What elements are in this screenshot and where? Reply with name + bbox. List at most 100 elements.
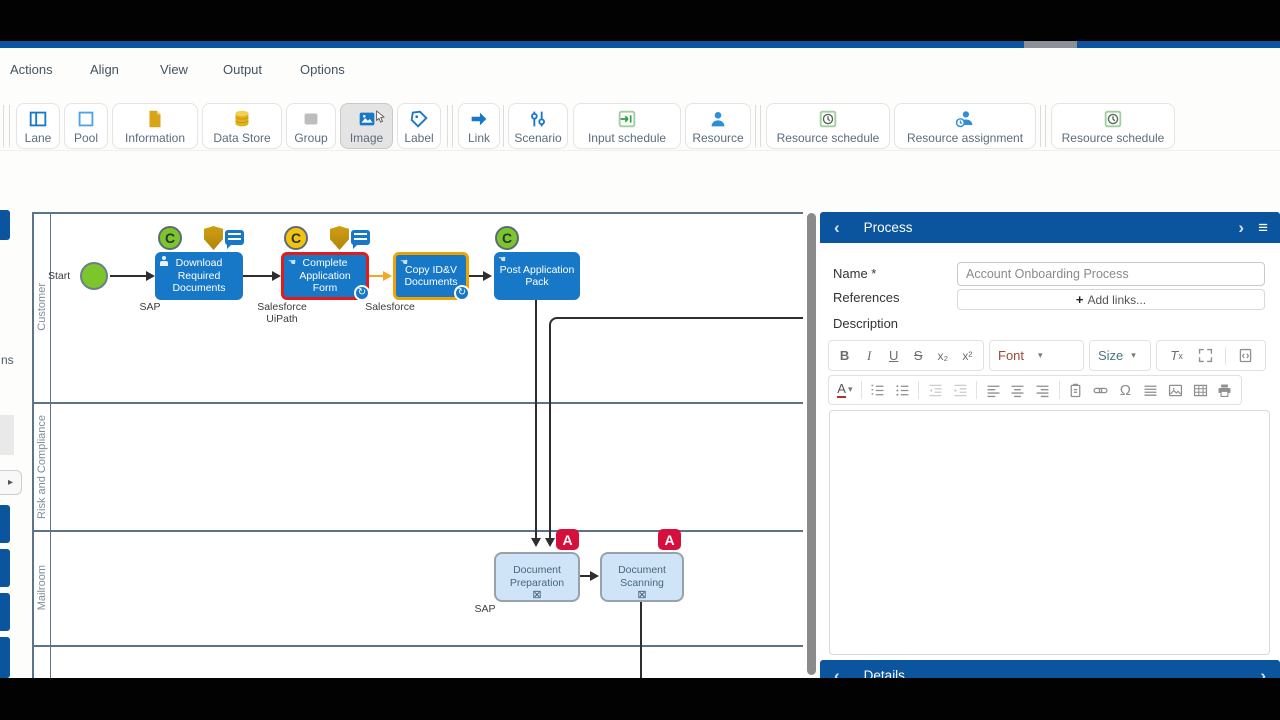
chevron-left-icon[interactable]: ‹ xyxy=(834,218,840,237)
diagram-canvas[interactable]: Customer Risk and Compliance Mailroom St… xyxy=(32,212,803,678)
description-editor-area[interactable] xyxy=(829,410,1270,655)
text-color-button[interactable]: A ▾ xyxy=(836,381,854,399)
references-field-label: References xyxy=(833,290,900,305)
chevron-right-icon[interactable]: › xyxy=(1260,665,1266,685)
toolbar-button-information[interactable]: Information xyxy=(112,103,198,149)
add-links-button[interactable]: + Add links... xyxy=(957,289,1265,310)
left-panel-fragment[interactable] xyxy=(0,210,10,240)
insert-image-button[interactable] xyxy=(1166,382,1184,399)
left-panel-fragment[interactable] xyxy=(0,637,10,678)
menu-actions[interactable]: Actions xyxy=(10,62,53,77)
bold-button[interactable]: B xyxy=(839,348,850,363)
align-right-button[interactable] xyxy=(1034,382,1052,399)
toolbar-button-group[interactable]: Group xyxy=(286,103,336,149)
manual-task-icon: ☚ xyxy=(498,254,507,264)
task-download-required-documents[interactable]: Download Required Documents xyxy=(155,252,243,300)
shield-badge-icon[interactable] xyxy=(204,226,223,250)
scenario-icon xyxy=(527,108,549,130)
comment-badge-icon[interactable] xyxy=(225,230,244,249)
shield-badge-icon[interactable] xyxy=(330,226,349,250)
toolbar-label: Resource schedule xyxy=(776,130,880,145)
insert-table-button[interactable] xyxy=(1191,382,1209,399)
subscript-button[interactable]: x₂ xyxy=(937,348,949,363)
print-button[interactable] xyxy=(1216,382,1234,399)
mouse-cursor-icon xyxy=(372,109,388,125)
task-post-application-pack[interactable]: ☚ Post Application Pack xyxy=(494,252,580,300)
align-center-button[interactable] xyxy=(1009,382,1027,399)
hamburger-menu-icon[interactable]: ≡ xyxy=(1258,217,1268,237)
sequence-flow[interactable] xyxy=(562,317,803,319)
menu-options[interactable]: Options xyxy=(300,62,345,77)
strikethrough-button[interactable]: S xyxy=(913,348,923,363)
maximize-button[interactable] xyxy=(1196,347,1214,364)
sequence-flow[interactable] xyxy=(469,275,484,277)
size-dropdown[interactable]: Size ▾ xyxy=(1089,340,1151,371)
status-badge-green[interactable]: C xyxy=(158,226,182,250)
sequence-flow[interactable] xyxy=(549,330,551,538)
toolbar-button-lane[interactable]: Lane xyxy=(16,103,60,149)
left-panel-fragment[interactable] xyxy=(0,505,10,543)
menu-output[interactable]: Output xyxy=(223,62,263,77)
italic-button[interactable]: I xyxy=(866,347,872,363)
sequence-flow[interactable] xyxy=(243,275,273,277)
comment-badge-icon[interactable] xyxy=(351,230,370,249)
task-complete-application-form[interactable]: ☚ Complete Application Form ↻ xyxy=(281,252,370,301)
toolbar-button-resource-assignment[interactable]: Resource assignment xyxy=(894,103,1036,149)
task-document-scanning[interactable]: Document Scanning ⊠ xyxy=(600,552,684,602)
sequence-flow[interactable] xyxy=(580,575,592,577)
menu-bar: Actions Align View Output Options xyxy=(0,60,1280,82)
toolbar-button-data-store[interactable]: Data Store xyxy=(202,103,282,149)
insert-link-button[interactable] xyxy=(1091,382,1109,399)
toolbar-button-label[interactable]: Label xyxy=(397,103,441,149)
toolbar-button-input-schedule[interactable]: Input schedule xyxy=(573,103,681,149)
toolbar-button-resource[interactable]: Resource xyxy=(685,103,751,149)
toolbar-button-resource-schedule-2[interactable]: Resource schedule xyxy=(1051,103,1175,149)
arrowhead xyxy=(483,271,492,281)
sequence-flow[interactable] xyxy=(535,300,537,538)
annotation-badge[interactable]: A xyxy=(658,529,681,550)
task-copy-idv-documents[interactable]: ☚ Copy ID&V Documents ↻ xyxy=(393,252,470,301)
source-button[interactable] xyxy=(1236,347,1254,364)
left-panel-fragment[interactable] xyxy=(0,593,10,631)
horizontal-rule-button[interactable] xyxy=(1141,382,1159,399)
sequence-flow-highlighted[interactable] xyxy=(369,275,384,277)
toolbar-button-resource-schedule[interactable]: Resource schedule xyxy=(766,103,890,149)
outdent-button[interactable] xyxy=(926,382,944,399)
status-badge-green[interactable]: C xyxy=(495,226,519,250)
caret-down-icon: ▾ xyxy=(847,384,853,395)
top-blue-strip xyxy=(0,41,1280,48)
sync-badge-icon[interactable]: ↻ xyxy=(454,285,470,301)
toolbar-button-scenario[interactable]: Scenario xyxy=(508,103,568,149)
align-left-button[interactable] xyxy=(984,382,1002,399)
status-badge-yellow[interactable]: C xyxy=(284,226,308,250)
sequence-flow[interactable] xyxy=(110,275,147,277)
superscript-button[interactable]: x² xyxy=(962,348,973,363)
process-panel-header[interactable]: ‹ Process › ≡ xyxy=(820,212,1280,243)
sequence-flow[interactable] xyxy=(640,602,642,678)
chevron-left-icon[interactable]: ‹ xyxy=(834,665,840,685)
toolbar-button-pool[interactable]: Pool xyxy=(64,103,108,149)
font-dropdown[interactable]: Font ▾ xyxy=(989,340,1084,371)
indent-button[interactable] xyxy=(951,382,969,399)
left-expand-button[interactable]: ▸ xyxy=(0,470,22,495)
xbox-marker-icon: ⊠ xyxy=(532,589,542,601)
bullet-list-button[interactable] xyxy=(894,382,912,399)
paste-text-button[interactable] xyxy=(1067,382,1085,399)
toolbar-button-link[interactable]: Link xyxy=(458,103,500,149)
ordered-list-button[interactable] xyxy=(869,382,887,399)
vertical-scrollbar[interactable] xyxy=(807,213,816,675)
toolbar-button-image[interactable]: Image xyxy=(340,103,393,149)
special-char-button[interactable]: Ω xyxy=(1119,381,1131,399)
left-panel-fragment[interactable] xyxy=(0,549,10,587)
menu-view[interactable]: View xyxy=(160,62,188,77)
chevron-right-icon[interactable]: › xyxy=(1238,218,1245,237)
menu-align[interactable]: Align xyxy=(90,62,119,77)
annotation-badge[interactable]: A xyxy=(556,529,579,550)
task-document-preparation[interactable]: Document Preparation ⊠ xyxy=(494,552,580,602)
underline-button[interactable]: U xyxy=(888,348,899,363)
sync-badge-icon[interactable]: ↻ xyxy=(354,285,370,301)
start-event[interactable] xyxy=(80,262,108,290)
name-input[interactable] xyxy=(957,262,1265,286)
strip-scroll-handle[interactable] xyxy=(1024,41,1077,48)
